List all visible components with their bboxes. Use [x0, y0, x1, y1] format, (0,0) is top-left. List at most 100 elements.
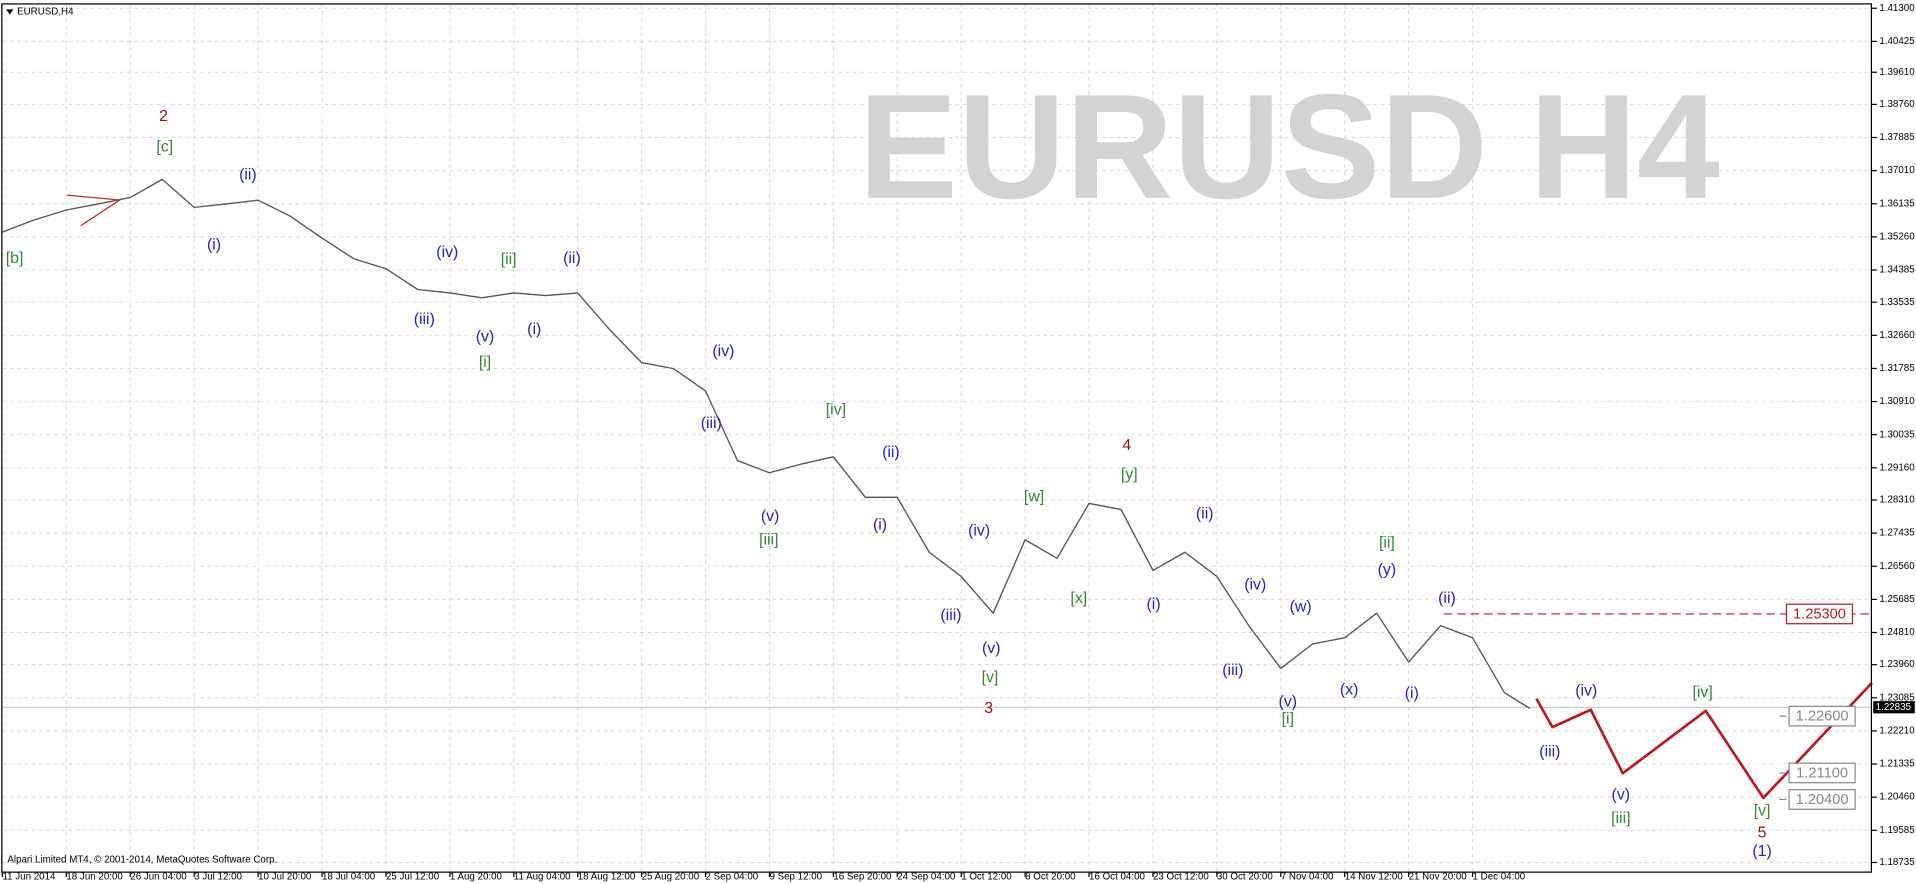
- wave-label: (i): [873, 517, 887, 534]
- x-tick-label: 10 Jul 20:00: [258, 872, 312, 883]
- x-tick-label: 7 Nov 04:00: [1281, 872, 1334, 883]
- y-tick-label: 1.19585: [1879, 825, 1915, 836]
- wave-label: (iii): [940, 607, 961, 624]
- y-tick-label: 1.24810: [1879, 627, 1915, 638]
- wave-label: 2: [159, 108, 168, 125]
- wave-label: (iv): [968, 523, 990, 540]
- wave-label: (iv): [1575, 683, 1597, 700]
- x-tick-label: 25 Jul 12:00: [386, 872, 440, 883]
- wave-label: (v): [1279, 694, 1298, 711]
- wave-label: (w): [1290, 598, 1312, 615]
- x-tick-label: 23 Oct 12:00: [1153, 872, 1209, 883]
- wave-label: [v]: [982, 669, 999, 686]
- wave-label: [iii]: [1611, 810, 1630, 827]
- wave-label: (i): [1405, 685, 1419, 702]
- level-box: [1788, 789, 1856, 810]
- y-tick-label: 1.40425: [1879, 36, 1915, 47]
- wave-label: (x): [1340, 682, 1359, 699]
- y-tick-label: 1.30035: [1879, 429, 1915, 440]
- wave-label: (v): [982, 640, 1001, 657]
- wave-label: (ii): [563, 250, 581, 267]
- y-tick-label: 1.35260: [1879, 231, 1915, 242]
- wave-label: (iv): [1244, 576, 1266, 593]
- menu-arrow[interactable]: [6, 9, 14, 15]
- wave-label: [c]: [156, 139, 173, 156]
- wave-label: [ii]: [501, 251, 517, 268]
- wave-label: [v]: [1754, 802, 1771, 819]
- y-tick-label: 1.32660: [1879, 330, 1915, 341]
- x-tick-label: 18 Jun 20:00: [66, 872, 123, 883]
- y-tick-label: 1.26560: [1879, 561, 1915, 572]
- y-tick-label: 1.41300: [1879, 3, 1915, 14]
- y-tick-label: 1.37010: [1879, 165, 1915, 176]
- wave-label: (iv): [436, 244, 458, 261]
- x-tick-label: 1 Dec 04:00: [1473, 872, 1526, 883]
- wave-label: (i): [207, 236, 221, 253]
- y-tick-label: 1.37885: [1879, 132, 1915, 143]
- y-tick-label: 1.31785: [1879, 363, 1915, 374]
- x-tick-label: 24 Sep 04:00: [897, 872, 956, 883]
- wave-label: (ii): [882, 444, 900, 461]
- level-label: 1.22600: [1796, 709, 1849, 725]
- wave-label: 4: [1122, 437, 1131, 454]
- wave-label: [i]: [1282, 711, 1294, 728]
- y-tick-label: 1.25685: [1879, 594, 1915, 605]
- price-line: [2, 178, 1531, 710]
- level-label: 1.21100: [1796, 765, 1848, 781]
- current-price-label: 1.22835: [1876, 702, 1912, 713]
- x-tick-label: 26 Jun 04:00: [130, 872, 187, 883]
- level-box: [1788, 762, 1856, 784]
- forecast-line: [1535, 681, 1873, 800]
- plot-frame: [1, 3, 1873, 873]
- y-tick-label: 1.22210: [1879, 725, 1915, 736]
- wave-label: [iv]: [1692, 684, 1712, 701]
- wave-label: (v): [761, 508, 780, 525]
- wave-label: [iii]: [759, 531, 778, 548]
- symbol-label: EURUSD,H4: [17, 6, 74, 17]
- y-tick-label: 1.23960: [1879, 659, 1915, 670]
- y-tick-label: 1.27435: [1879, 528, 1915, 539]
- y-tick-label: 1.18735: [1879, 857, 1915, 868]
- wave-label: (1): [1752, 843, 1771, 860]
- marks: 1.25300 1.22600 1.21100 1.20400 2 [c] (ii) [b] (…: [2, 108, 1873, 860]
- current-price-box: [1873, 701, 1915, 714]
- wave-label: (y): [1378, 562, 1397, 579]
- x-tick-label: 30 Oct 20:00: [1217, 872, 1273, 883]
- wave-label: (iii): [1539, 744, 1560, 761]
- y-tick-label: 1.30910: [1879, 396, 1915, 407]
- x-tick-label: 1 Oct 12:00: [961, 872, 1012, 883]
- level-box: [1785, 603, 1854, 625]
- wave-label: (v): [476, 328, 495, 345]
- wave-label: [x]: [1070, 590, 1087, 607]
- wave-label: (ii): [1438, 590, 1456, 607]
- wave-label: (i): [527, 321, 541, 338]
- wave-label: (i): [1147, 596, 1161, 613]
- x-tick-label: 11 Aug 04:00: [514, 872, 571, 883]
- wave-label: (iv): [712, 343, 734, 360]
- wave-label: (v): [1612, 786, 1631, 803]
- x-tick-label: 14 Nov 12:00: [1345, 872, 1404, 883]
- y-tick-label: 1.33535: [1879, 297, 1915, 308]
- x-tick-label: 18 Jul 04:00: [322, 872, 376, 883]
- y-tick-label: 1.28310: [1879, 495, 1915, 506]
- x-tick-label: 2 Sep 04:00: [706, 872, 759, 883]
- y-tick-label: 1.23085: [1879, 692, 1915, 703]
- level-label: 1.25300: [1793, 606, 1846, 622]
- wave-label: (ii): [1196, 506, 1214, 523]
- x-tick-label: 18 Aug 12:00: [578, 872, 636, 883]
- y-tick-label: 1.20460: [1879, 792, 1915, 803]
- y-tick-label: 1.36135: [1879, 198, 1915, 209]
- y-tick-label: 1.29160: [1879, 462, 1915, 473]
- wave-label: [y]: [1121, 466, 1138, 483]
- x-tick-label: 11 Jun 2014: [2, 872, 56, 883]
- wave-label: [w]: [1024, 489, 1044, 506]
- level-box: [1788, 705, 1856, 727]
- wave-label: (iii): [701, 415, 722, 432]
- copyright: Alpari Limited MT4, © 2001-2014, MetaQuo…: [7, 854, 277, 865]
- x-tick-label: 9 Sep 12:00: [769, 872, 822, 883]
- y-tick-label: 1.34385: [1879, 265, 1915, 276]
- y-tick-label: 1.38760: [1879, 99, 1915, 110]
